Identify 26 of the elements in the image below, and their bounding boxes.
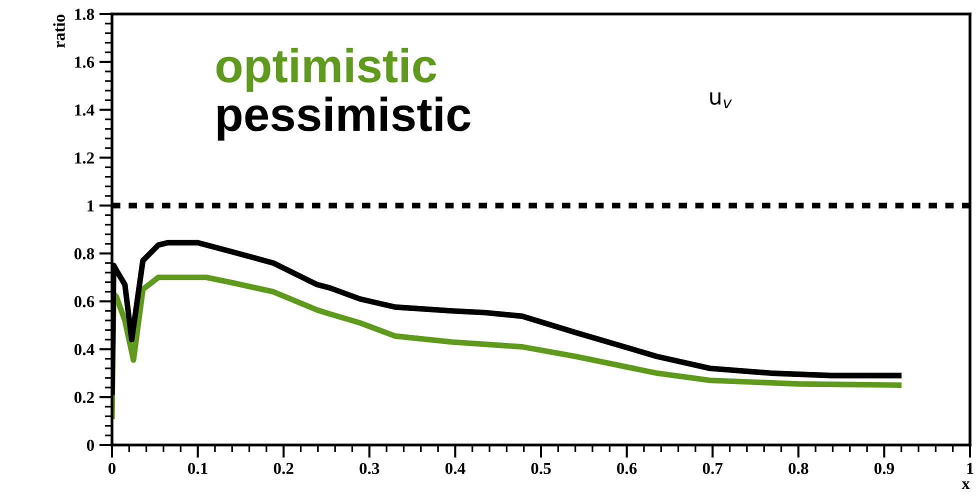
x-tick-label: 0	[108, 462, 116, 474]
y-tick-label: 1	[88, 200, 94, 212]
annotation: u$_{v}$	[710, 92, 732, 108]
x-tick-label: 0.4	[445, 462, 466, 474]
y-tick-label: 0.6	[74, 296, 94, 308]
x-tick-label: 0.8	[788, 462, 808, 474]
y-tick-label: 1.6	[75, 56, 94, 68]
x-tick-label: 0.3	[360, 462, 380, 474]
y-tick-label: 0	[86, 440, 94, 451]
y-tick-label: 1.4	[75, 104, 94, 116]
text: pessimistic	[218, 96, 470, 141]
x-tick-label: 0.6	[617, 462, 637, 474]
y-tick-label: 0.2	[74, 392, 94, 404]
y-axis-title: ratio	[53, 14, 65, 48]
x-tick-label: 0.1	[188, 462, 208, 474]
x-tick-label: 0.7	[702, 462, 723, 474]
x-tick-label: 0.9	[874, 462, 894, 474]
x-tick-label: 0.5	[531, 462, 551, 474]
y-tick-label: 0.4	[74, 344, 94, 356]
y-tick-label: 0.8	[74, 248, 94, 260]
text: optimistic	[216, 48, 436, 92]
y-tick-label: 1.8	[75, 8, 94, 20]
y-tick-label: 1.2	[75, 152, 94, 164]
x-tick-label: 0.2	[274, 462, 294, 474]
x-tick-label: 1	[967, 462, 974, 474]
x-axis-title: x	[962, 481, 970, 490]
